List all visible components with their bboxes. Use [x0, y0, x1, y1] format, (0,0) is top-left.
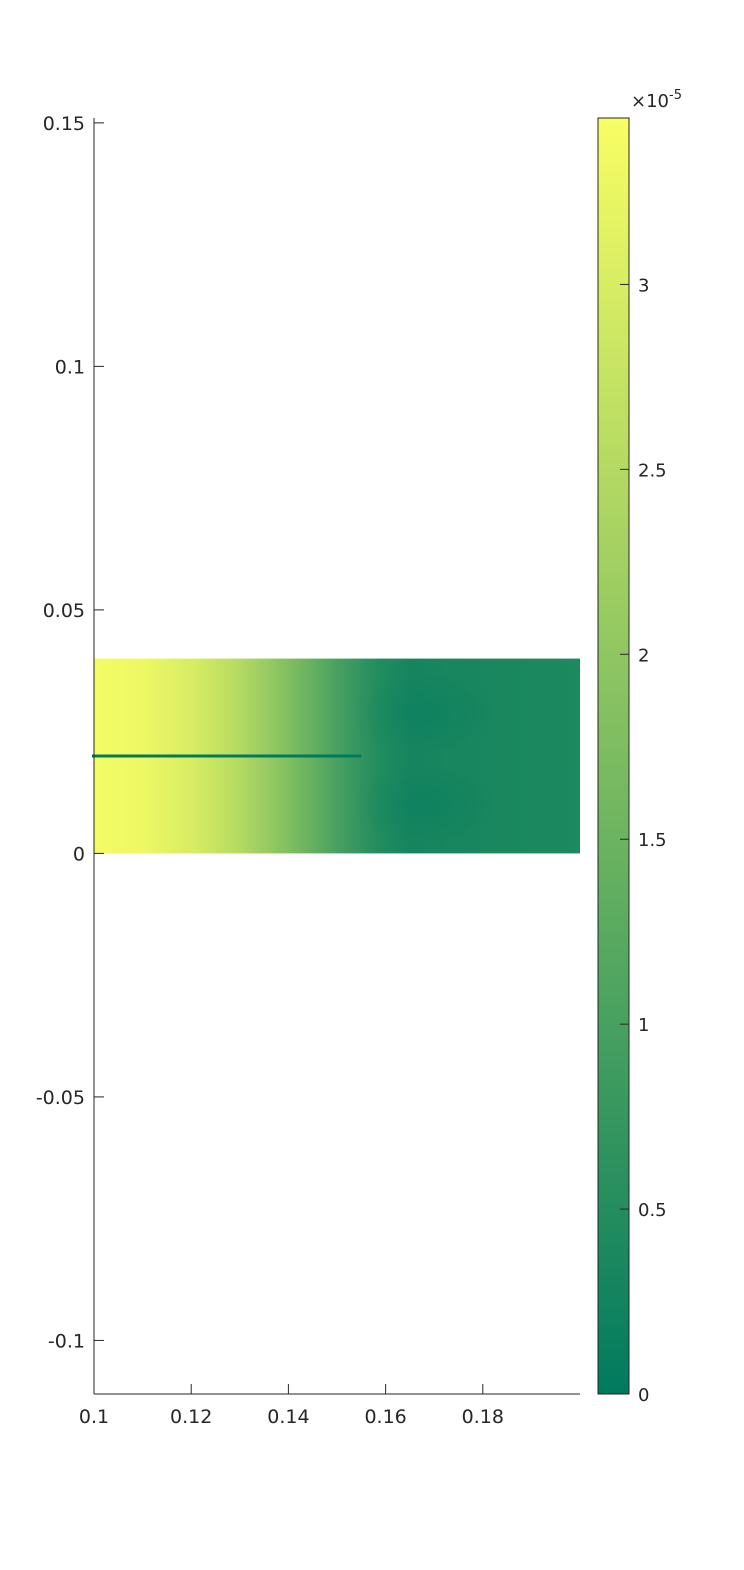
colorbar-tick-label: 0.5 — [638, 1200, 667, 1221]
y-axis-ticks: 0.15 0.1 0.05 0 -0.05 -0.1 — [36, 113, 104, 1352]
x-tick-label: 0.1 — [79, 1406, 109, 1428]
colorbar-tick-label: 2.5 — [638, 460, 667, 481]
y-tick-label: -0.1 — [48, 1330, 85, 1352]
field-dark-region-upper — [349, 673, 500, 754]
x-tick-label: 0.18 — [462, 1406, 504, 1428]
colorbar-tick-label: 2 — [638, 645, 649, 666]
x-tick-label: 0.14 — [267, 1406, 309, 1428]
y-tick-label: 0.1 — [55, 356, 85, 378]
y-tick-label: 0.05 — [43, 600, 85, 622]
colorbar-tick-label: 1 — [638, 1015, 649, 1036]
colorbar-multiplier: ×10 — [631, 91, 669, 112]
colorbar-gradient — [597, 117, 630, 1395]
colorbar-exponent-label: ×10-5 — [631, 88, 682, 112]
x-tick-label: 0.16 — [364, 1406, 406, 1428]
colorbar-ticks: 0 0.5 1 1.5 2 2.5 3 — [620, 275, 667, 1406]
colorbar: 0 0.5 1 1.5 2 2.5 3 ×10-5 — [597, 88, 682, 1406]
field-dark-region-lower — [349, 764, 500, 845]
colorbar-tick-label: 1.5 — [638, 830, 667, 851]
colorbar-exponent: -5 — [669, 88, 682, 103]
plot-area: 0.1 0.12 0.14 0.16 0.18 0.15 0.1 0.05 0 -0.05 -0.… — [36, 113, 580, 1428]
x-axis-ticks: 0.1 0.12 0.14 0.16 0.18 — [79, 1384, 504, 1428]
x-tick-label: 0.12 — [170, 1406, 212, 1428]
y-tick-label: 0 — [73, 843, 85, 865]
colorbar-tick-label: 3 — [638, 275, 649, 296]
y-tick-label: -0.05 — [36, 1087, 85, 1109]
y-tick-label: 0.15 — [43, 113, 85, 135]
colorbar-tick-label: 0 — [638, 1385, 649, 1406]
